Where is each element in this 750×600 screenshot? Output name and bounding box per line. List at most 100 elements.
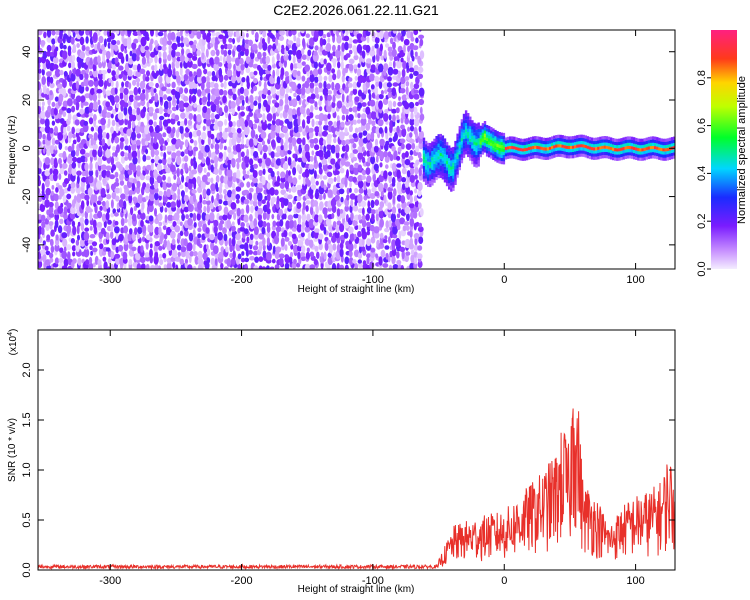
spectrogram-cell	[222, 95, 227, 104]
spectrogram-cell	[439, 149, 442, 153]
spectrogram-cell	[557, 150, 560, 154]
spectrogram-cell	[98, 145, 103, 153]
spectrogram-cell	[576, 138, 579, 142]
spectrogram-cell	[149, 248, 153, 258]
spectrogram-cell	[668, 156, 672, 160]
spectrogram-cell	[200, 43, 206, 53]
spectrogram-cell	[352, 88, 358, 95]
spectrogram-cell	[656, 152, 659, 157]
spectrogram-cell	[645, 143, 648, 148]
spectrogram-cell	[228, 151, 234, 160]
spectrogram-cell	[340, 196, 344, 203]
spectrogram-cell	[300, 232, 305, 238]
spectrogram-cell	[289, 219, 295, 229]
spectrogram-cell	[197, 250, 203, 260]
spectrogram-cell	[424, 169, 428, 173]
spectrogram-cell	[89, 57, 93, 66]
spectrogram-cell	[361, 246, 366, 252]
spectrogram-cell	[373, 231, 380, 239]
spectrogram-cell	[80, 222, 85, 232]
spectrogram-cell	[217, 231, 224, 241]
spectrogram-cell	[435, 145, 438, 149]
spectrogram-cell	[630, 149, 634, 153]
spectrogram-cell	[534, 142, 537, 146]
spectrogram-cell	[267, 145, 272, 154]
spectrogram-cell	[415, 221, 420, 227]
spectrogram-cell	[578, 134, 581, 138]
spectrogram-cell	[63, 44, 67, 50]
spectrogram-cell	[118, 163, 123, 172]
spectrogram-cell	[236, 207, 241, 217]
spectrogram-cell	[391, 145, 396, 152]
y-tick-label: 40	[21, 46, 33, 58]
spectrogram-cell	[469, 141, 472, 145]
spectrogram-cell	[209, 202, 214, 210]
spectrogram-cell	[283, 59, 287, 68]
spectrogram-cell	[582, 153, 585, 157]
spectrogram-cell	[586, 142, 590, 146]
spectrogram-cell	[216, 24, 221, 30]
spectrogram-cell	[530, 146, 533, 150]
spectrogram-cell	[542, 143, 545, 148]
spectrogram-cell	[454, 144, 457, 148]
spectrogram-cell	[206, 172, 211, 177]
spectrogram-cell	[496, 140, 499, 144]
spectrogram-cell	[409, 118, 415, 126]
spectrogram-cell	[542, 147, 545, 151]
spectrogram-cell	[572, 139, 575, 143]
spectrogram-cell	[236, 127, 242, 134]
spectrogram-cell	[228, 121, 233, 128]
spectrogram-cell	[119, 180, 125, 186]
spectrogram-cell	[439, 159, 442, 163]
spectrogram-cell	[352, 204, 359, 212]
spectrogram-cell	[525, 153, 529, 158]
spectrogram-cell	[82, 123, 89, 133]
spectrogram-cell	[397, 146, 402, 153]
spectrogram-cell	[477, 141, 480, 145]
spectrogram-cell	[283, 229, 288, 238]
spectrogram-cell	[188, 40, 194, 46]
spectrogram-cell	[68, 183, 72, 190]
spectrogram-cell	[287, 50, 294, 55]
spectrogram-cell	[158, 221, 163, 227]
spectrogram-cell	[153, 169, 158, 179]
spectrogram-cell	[262, 87, 269, 95]
spectrogram-cell	[429, 180, 432, 184]
spectrogram-cell	[490, 127, 493, 131]
spectrogram-cell	[538, 139, 541, 144]
spectrogram-cell	[551, 136, 554, 140]
spectrogram-cell	[206, 100, 211, 107]
spectrogram-cell	[39, 203, 46, 212]
spectrogram-cell	[557, 153, 560, 157]
spectrogram-cell	[424, 166, 428, 170]
spectrogram-cell	[637, 147, 640, 152]
spectrogram-cell	[193, 146, 199, 152]
spectrogram-cell	[114, 171, 119, 178]
spectrogram-cell	[70, 206, 76, 215]
spectrogram-cell	[456, 161, 459, 166]
spectrogram-cell	[48, 205, 54, 215]
spectrogram-cell	[99, 205, 103, 211]
spectrogram-cell	[308, 218, 315, 229]
spectrogram-cell	[374, 191, 380, 197]
spectrogram-cell	[287, 201, 293, 210]
spectrogram-cell	[622, 146, 625, 151]
spectrogram-cell	[271, 196, 276, 203]
spectrogram-cell	[66, 225, 72, 234]
spectrogram-cell	[637, 144, 640, 148]
spectrogram-cell	[158, 89, 164, 98]
spectrogram-cell	[622, 156, 625, 160]
spectrogram-cell	[462, 126, 466, 130]
spectrogram-cell	[235, 57, 240, 66]
spectrogram-cell	[618, 154, 621, 158]
spectrogram-cell	[418, 202, 422, 209]
spectrogram-cell	[462, 113, 466, 118]
spectrogram-cell	[385, 220, 390, 229]
spectrogram-cell	[278, 120, 284, 126]
spectrogram-cell	[155, 30, 159, 38]
spectrogram-cell	[349, 164, 354, 171]
spectrogram-cell	[252, 85, 258, 92]
spectrogram-cell	[409, 237, 413, 246]
spectrogram-cell	[92, 31, 98, 42]
spectrogram-cell	[401, 143, 405, 150]
